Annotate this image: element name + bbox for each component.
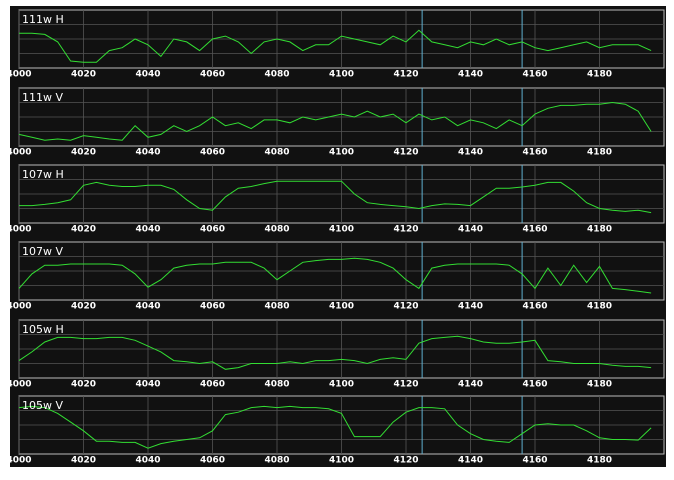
x-tick-label: 4160 <box>522 225 547 235</box>
x-tick-label: 4120 <box>393 225 418 235</box>
x-tick-label: 4080 <box>264 148 289 158</box>
x-tick-label: 4180 <box>587 225 612 235</box>
x-tick-label: 4040 <box>135 70 160 80</box>
x-tick-label: 4060 <box>200 380 225 390</box>
x-tick-label: 4160 <box>522 302 547 312</box>
x-tick-label: 4000 <box>6 380 31 390</box>
x-tick-label: 4080 <box>264 456 289 466</box>
x-tick-label: 4140 <box>458 225 483 235</box>
x-tick-label: 4140 <box>458 302 483 312</box>
series-line <box>19 29 652 63</box>
x-tick-label: 4120 <box>393 380 418 390</box>
x-tick-label: 4020 <box>71 148 96 158</box>
x-tick-label: 4100 <box>329 302 354 312</box>
x-tick-label: 4120 <box>393 456 418 466</box>
x-tick-label: 4040 <box>135 456 160 466</box>
x-tick-label: 4060 <box>200 456 225 466</box>
x-tick-label: 4140 <box>458 148 483 158</box>
x-tick-label: 4180 <box>587 302 612 312</box>
x-tick-label: 4180 <box>587 148 612 158</box>
x-tick-label: 4080 <box>264 302 289 312</box>
x-tick-label: 4060 <box>200 148 225 158</box>
x-tick-label: 4020 <box>71 70 96 80</box>
panel-title: 105w V <box>22 399 63 412</box>
x-tick-label: 4140 <box>458 380 483 390</box>
panel-title: 111w V <box>22 91 63 104</box>
x-tick-label: 4040 <box>135 302 160 312</box>
x-tick-label: 4040 <box>135 225 160 235</box>
x-tick-label: 4120 <box>393 302 418 312</box>
series-line <box>18 101 652 141</box>
x-tick-label: 4020 <box>71 380 96 390</box>
x-tick-label: 4020 <box>71 225 96 235</box>
x-tick-label: 4180 <box>587 380 612 390</box>
x-tick-label: 4160 <box>522 456 547 466</box>
x-tick-label: 4160 <box>522 380 547 390</box>
x-tick-label: 4080 <box>264 380 289 390</box>
series-line <box>18 257 652 294</box>
x-tick-label: 4020 <box>71 456 96 466</box>
series-line <box>19 180 652 214</box>
x-tick-label: 4120 <box>393 70 418 80</box>
panel-title: 105w H <box>22 323 64 336</box>
x-tick-label: 4060 <box>200 225 225 235</box>
panel-title: 107w H <box>22 168 64 181</box>
x-tick-label: 4160 <box>522 148 547 158</box>
x-tick-label: 4040 <box>135 148 160 158</box>
x-tick-label: 4000 <box>6 148 31 158</box>
x-tick-label: 4140 <box>458 70 483 80</box>
panel-title: 107w V <box>22 245 63 258</box>
x-tick-label: 4000 <box>6 225 31 235</box>
x-tick-label: 4020 <box>71 302 96 312</box>
x-tick-label: 4080 <box>264 225 289 235</box>
x-tick-label: 4100 <box>329 380 354 390</box>
x-tick-label: 4100 <box>329 148 354 158</box>
x-tick-label: 4000 <box>6 70 31 80</box>
x-tick-label: 4000 <box>6 456 31 466</box>
background <box>10 6 666 467</box>
x-tick-label: 4160 <box>522 70 547 80</box>
x-tick-label: 4100 <box>329 225 354 235</box>
x-tick-label: 4100 <box>329 70 354 80</box>
x-tick-label: 4180 <box>587 70 612 80</box>
x-tick-label: 4000 <box>6 302 31 312</box>
x-tick-label: 4180 <box>587 456 612 466</box>
series-line <box>18 335 652 370</box>
x-tick-label: 4060 <box>200 302 225 312</box>
x-tick-label: 4120 <box>393 148 418 158</box>
series-line <box>18 405 652 449</box>
x-tick-label: 4060 <box>200 70 225 80</box>
x-tick-label: 4100 <box>329 456 354 466</box>
x-tick-label: 4040 <box>135 380 160 390</box>
x-tick-label: 4140 <box>458 456 483 466</box>
panel-title: 111w H <box>22 13 64 26</box>
x-tick-label: 4080 <box>264 70 289 80</box>
